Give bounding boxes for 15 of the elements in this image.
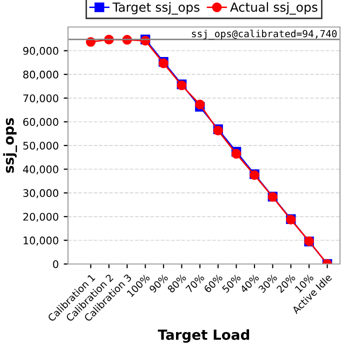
ref-line-label: ssj_ops@calibrated=94,740 xyxy=(192,30,337,40)
legend-label: Actual ssj_ops xyxy=(230,2,318,15)
y-tick-label: 80,000 xyxy=(23,70,58,80)
y-tick-label: 0 xyxy=(53,260,58,268)
y-tick-label: 20,000 xyxy=(23,212,58,222)
y-tick-label: 70,000 xyxy=(23,94,58,104)
y-tick-label: 40,000 xyxy=(23,165,58,174)
y-tick-label: 50,000 xyxy=(23,142,58,151)
y-tick-label: 60,000 xyxy=(23,118,58,127)
x-axis-title: Target Load xyxy=(158,329,250,343)
y-tick-label: 90,000 xyxy=(23,46,58,56)
legend-label: Target ssj_ops xyxy=(112,2,200,15)
y-tick-label: 10,000 xyxy=(24,236,58,246)
y-tick-label: 30,000 xyxy=(23,189,58,198)
y-axis-title: ssj_ops xyxy=(3,118,17,173)
